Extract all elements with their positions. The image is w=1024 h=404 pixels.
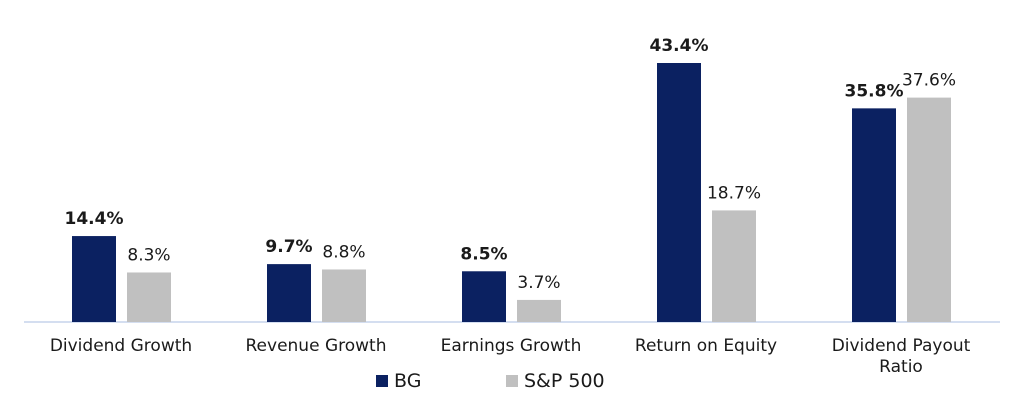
category-label-dividend-payout-ratio: Dividend Payout Ratio <box>832 336 971 377</box>
legend-label-bg: BG <box>394 370 421 392</box>
legend: BG S&P 500 <box>376 370 605 392</box>
value-label-bg-revenue-growth: 9.7% <box>265 237 312 257</box>
bar-sp500-earnings-growth <box>517 299 561 322</box>
value-label-sp500-earnings-growth: 3.7% <box>517 273 560 293</box>
bar-sp500-dividend-growth <box>127 272 171 322</box>
bar-bg-revenue-growth <box>267 264 311 322</box>
category-label-revenue-growth: Revenue Growth <box>246 336 387 356</box>
bar-sp500-dividend-payout-ratio <box>907 97 951 322</box>
value-label-bg-earnings-growth: 8.5% <box>460 244 507 264</box>
legend-swatch-sp500 <box>506 375 518 387</box>
value-label-bg-return-on-equity: 43.4% <box>650 36 709 56</box>
bar-bg-dividend-payout-ratio <box>852 108 896 323</box>
category-label-dividend-growth: Dividend Growth <box>50 336 192 356</box>
bar-bg-earnings-growth <box>462 271 506 322</box>
category-label-return-on-equity: Return on Equity <box>635 336 777 356</box>
legend-swatch-bg <box>376 375 388 387</box>
bar-sp500-return-on-equity <box>712 210 756 322</box>
value-label-bg-dividend-growth: 14.4% <box>65 209 124 229</box>
value-label-sp500-dividend-payout-ratio: 37.6% <box>902 71 956 91</box>
value-label-sp500-revenue-growth: 8.8% <box>322 242 365 262</box>
bar-bg-dividend-growth <box>72 236 116 322</box>
category-label-earnings-growth: Earnings Growth <box>441 336 582 356</box>
value-label-sp500-return-on-equity: 18.7% <box>707 183 761 203</box>
value-label-bg-dividend-payout-ratio: 35.8% <box>845 81 904 101</box>
value-label-sp500-dividend-growth: 8.3% <box>127 245 170 265</box>
bar-sp500-revenue-growth <box>322 269 366 322</box>
category-labels-group: Dividend Growth Revenue Growth Earnings Gr… <box>50 336 971 377</box>
bars-group <box>72 63 951 323</box>
legend-label-sp500: S&P 500 <box>524 370 605 392</box>
value-labels-group: 14.4%8.3% 9.7% 8.8% 8.5% 3.7% 43.4% 18.7% 35.8%… <box>65 36 957 293</box>
bar-bg-return-on-equity <box>657 63 701 322</box>
